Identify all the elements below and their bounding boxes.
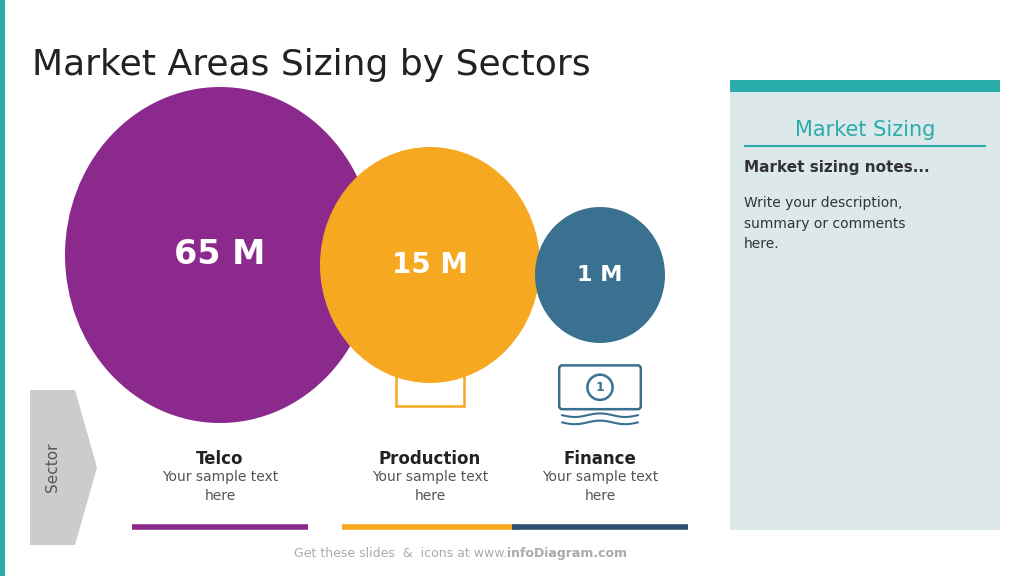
Circle shape (217, 396, 222, 401)
Text: Get these slides  &  icons at www.: Get these slides & icons at www. (294, 547, 507, 560)
Text: Write your description,
summary or comments
here.: Write your description, summary or comme… (744, 196, 905, 251)
Text: 1: 1 (596, 381, 604, 394)
Ellipse shape (535, 207, 665, 343)
Ellipse shape (65, 87, 375, 423)
Circle shape (203, 375, 208, 380)
Circle shape (203, 396, 208, 401)
Circle shape (231, 385, 238, 391)
Circle shape (231, 407, 238, 412)
FancyBboxPatch shape (730, 80, 1000, 530)
Circle shape (203, 407, 208, 412)
Circle shape (217, 407, 222, 412)
Text: Your sample text
here: Your sample text here (162, 470, 279, 503)
Text: Market Sizing: Market Sizing (795, 120, 935, 140)
Text: Your sample text
here: Your sample text here (372, 470, 488, 503)
Text: Finance: Finance (563, 450, 637, 468)
Circle shape (217, 375, 222, 380)
Text: infoDiagram.com: infoDiagram.com (507, 547, 627, 560)
Circle shape (217, 385, 222, 391)
Text: Production: Production (379, 450, 481, 468)
Ellipse shape (319, 147, 540, 383)
Circle shape (231, 396, 238, 401)
Text: Telco: Telco (197, 450, 244, 468)
Text: Market Areas Sizing by Sectors: Market Areas Sizing by Sectors (32, 48, 591, 82)
Text: 15 M: 15 M (392, 251, 468, 279)
Circle shape (231, 375, 238, 380)
Text: 1 M: 1 M (578, 265, 623, 285)
FancyBboxPatch shape (0, 0, 5, 576)
Text: Market sizing notes...: Market sizing notes... (744, 160, 930, 175)
Polygon shape (30, 390, 97, 545)
Text: 65 M: 65 M (174, 238, 265, 271)
Text: Your sample text
here: Your sample text here (542, 470, 658, 503)
Text: Sector: Sector (45, 443, 60, 492)
Circle shape (203, 385, 208, 391)
FancyBboxPatch shape (730, 80, 1000, 92)
